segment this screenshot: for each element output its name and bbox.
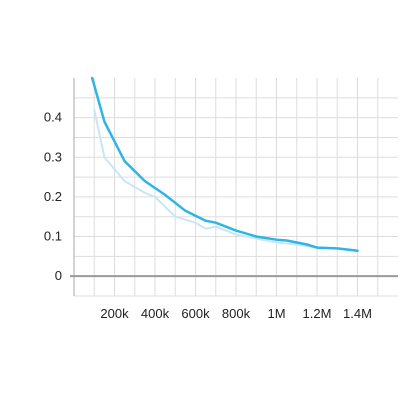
y-tick-label: 0 [55,268,62,283]
x-tick-label: 600k [181,306,210,321]
y-tick-label: 0.1 [44,229,62,244]
x-tick-label: 1.4M [343,306,372,321]
series-line-2 [90,76,359,253]
series [90,76,359,253]
y-tick-label: 0.3 [44,149,62,164]
y-tick-label: 0.4 [44,110,62,125]
axes [70,78,398,296]
x-tick-label: 200k [100,306,129,321]
x-tick-label: 1.2M [303,306,332,321]
x-tick-label: 1M [267,306,285,321]
tick-labels: 0 0.1 0.2 0.3 0.4 200k 400k 600k 800k 1M 1.2M 1.4M [44,110,372,321]
y-tick-label: 0.2 [44,189,62,204]
x-tick-label: 800k [222,306,251,321]
series-line-1 [93,108,359,252]
grid [74,78,398,297]
x-tick-label: 400k [141,306,170,321]
